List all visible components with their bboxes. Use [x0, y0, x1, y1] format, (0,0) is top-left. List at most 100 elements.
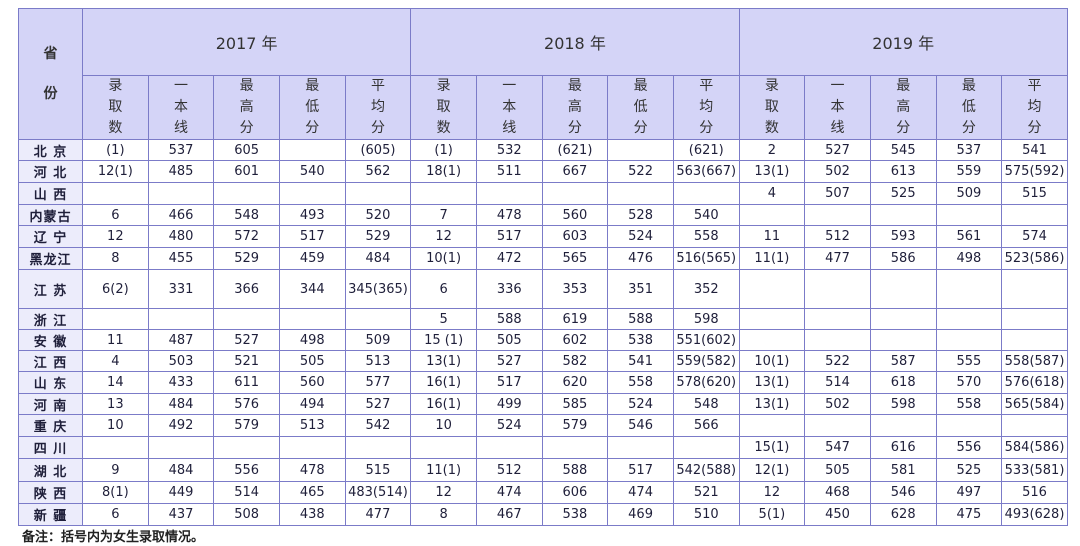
- data-cell: 6: [410, 269, 477, 309]
- data-cell: 524: [607, 393, 674, 415]
- data-cell: 13: [82, 393, 149, 415]
- data-cell: [804, 308, 871, 330]
- data-cell: 565(584): [1001, 393, 1068, 415]
- data-cell: 10: [82, 414, 149, 437]
- data-cell: 11(1): [738, 247, 806, 270]
- data-cell: 494: [278, 393, 346, 415]
- data-cell: [738, 204, 806, 226]
- data-cell: 598: [672, 308, 740, 330]
- data-cell: 576(618): [1001, 371, 1068, 394]
- subheader: 平均分: [1001, 75, 1068, 140]
- data-cell: [344, 436, 412, 459]
- data-cell: 15 (1): [410, 329, 477, 351]
- subheader-text: 一本线: [173, 78, 188, 136]
- data-cell: 468: [804, 481, 871, 504]
- data-cell: 11: [738, 225, 806, 248]
- data-cell: [935, 329, 1003, 351]
- data-cell: 510: [672, 503, 740, 526]
- data-cell: [672, 182, 740, 205]
- data-cell: 542: [344, 414, 412, 437]
- data-cell: 480: [147, 225, 215, 248]
- data-cell: 516(565): [672, 247, 740, 270]
- data-cell: 12: [82, 225, 149, 248]
- data-cell: 459: [278, 247, 346, 270]
- province-cell: 山 东: [18, 371, 83, 394]
- data-cell: 572: [213, 225, 280, 248]
- data-cell: 585: [541, 393, 609, 415]
- subheader-text: 一本线: [830, 78, 845, 136]
- data-cell: (1): [410, 139, 477, 161]
- data-cell: 351: [607, 269, 674, 309]
- data-cell: [804, 329, 871, 351]
- data-cell: 438: [278, 503, 346, 526]
- data-cell: 8: [410, 503, 477, 526]
- data-cell: [935, 308, 1003, 330]
- subheader: 最高分: [869, 75, 937, 140]
- data-row: 河 南 13 484 576 494 527 16(1) 499 585 524 548 13(1) 5…: [18, 393, 1068, 415]
- data-cell: [278, 436, 346, 459]
- data-cell: [738, 329, 806, 351]
- data-cell: 576: [213, 393, 280, 415]
- data-cell: 12: [410, 225, 477, 248]
- subheader: 最低分: [935, 75, 1003, 140]
- data-cell: 532: [475, 139, 543, 161]
- data-cell: 577: [344, 371, 412, 394]
- province-cell: 辽 宁: [18, 225, 83, 248]
- subheader-text: 最低分: [961, 78, 976, 136]
- data-cell: 5(1): [738, 503, 806, 526]
- data-cell: [738, 308, 806, 330]
- data-row: 山 东 14 433 611 560 577 16(1) 517 620 558 578(620) 1…: [18, 371, 1068, 394]
- data-cell: [935, 414, 1003, 437]
- data-cell: 538: [607, 329, 674, 351]
- data-cell: 517: [475, 371, 543, 394]
- data-cell: 551(602): [672, 329, 740, 351]
- data-cell: 509: [344, 329, 412, 351]
- data-cell: 555: [935, 350, 1003, 372]
- data-cell: 11: [82, 329, 149, 351]
- data-cell: 578(620): [672, 371, 740, 394]
- data-cell: 507: [804, 182, 871, 205]
- data-cell: [1001, 204, 1068, 226]
- data-cell: 478: [475, 204, 543, 226]
- data-cell: (605): [344, 139, 412, 161]
- corner-cell: 省份: [18, 8, 83, 140]
- footnote: 备注：括号内为女生录取情况。: [22, 530, 205, 545]
- data-cell: [344, 308, 412, 330]
- data-cell: 582: [541, 350, 609, 372]
- data-cell: 345(365): [344, 269, 412, 309]
- data-cell: [869, 308, 937, 330]
- data-cell: 509: [935, 182, 1003, 205]
- data-cell: 560: [541, 204, 609, 226]
- data-cell: 515: [1001, 182, 1068, 205]
- data-cell: 14: [82, 371, 149, 394]
- data-cell: [607, 436, 674, 459]
- data-cell: 18(1): [410, 160, 477, 183]
- province-cell: 江 苏: [18, 269, 83, 309]
- subheader-text: 录取数: [436, 78, 451, 136]
- data-cell: 517: [475, 225, 543, 248]
- data-cell: 538: [541, 503, 609, 526]
- data-cell: 561: [935, 225, 1003, 248]
- data-cell: 16(1): [410, 393, 477, 415]
- data-cell: 521: [213, 350, 280, 372]
- data-cell: 563(667): [672, 160, 740, 183]
- data-cell: [147, 308, 215, 330]
- data-cell: 467: [475, 503, 543, 526]
- data-cell: [869, 414, 937, 437]
- data-cell: 476: [607, 247, 674, 270]
- data-cell: [213, 182, 280, 205]
- data-cell: [82, 436, 149, 459]
- data-cell: [869, 329, 937, 351]
- data-cell: [541, 436, 609, 459]
- data-cell: 587: [869, 350, 937, 372]
- data-cell: 472: [475, 247, 543, 270]
- data-cell: 352: [672, 269, 740, 309]
- data-cell: 523(586): [1001, 247, 1068, 270]
- data-cell: [344, 182, 412, 205]
- data-cell: 529: [344, 225, 412, 248]
- data-cell: 513: [278, 414, 346, 437]
- data-cell: [410, 436, 477, 459]
- subheader-text: 录取数: [108, 78, 123, 136]
- data-cell: 559: [935, 160, 1003, 183]
- year-header: 2018 年: [410, 8, 740, 76]
